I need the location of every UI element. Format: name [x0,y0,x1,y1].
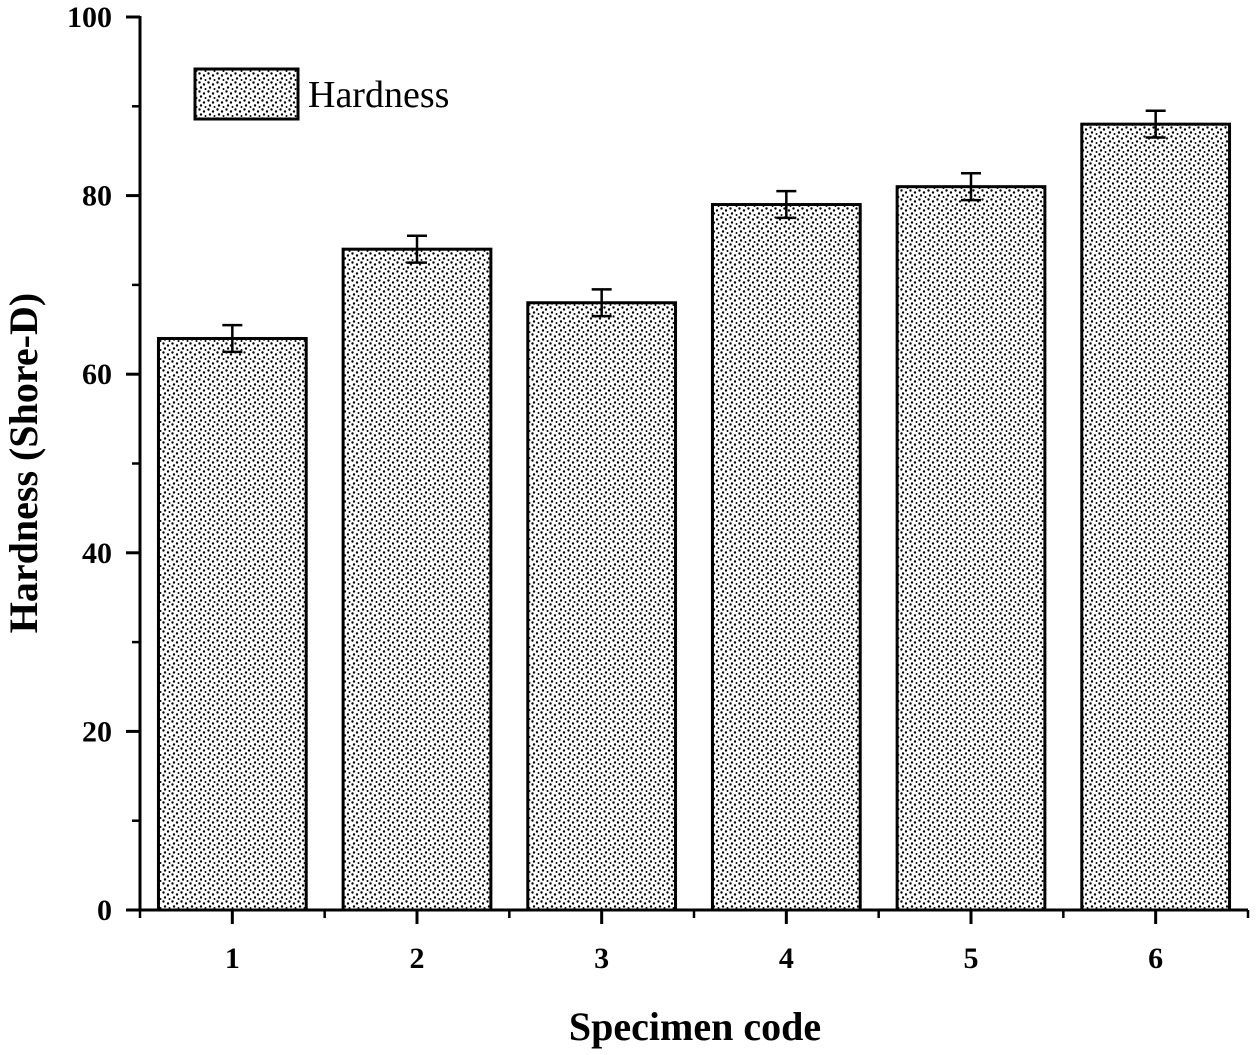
y-tick-label-60: 60 [82,358,112,391]
legend-label: Hardness [308,74,449,116]
x-tick-label-4: 4 [779,942,794,975]
y-tick-label-40: 40 [82,537,112,570]
y-tick-label-100: 100 [67,1,112,34]
legend-swatch [193,67,300,121]
x-tick-label-5: 5 [964,942,979,975]
bar-1 [156,336,308,912]
x-tick-label-2: 2 [410,942,425,975]
y-axis-title: Hardness (Shore-D) [1,293,46,633]
y-tick-label-0: 0 [97,894,112,927]
bar-3 [526,301,678,912]
bar-2 [341,247,493,912]
x-axis-title: Specimen code [569,1004,821,1049]
x-tick-label-1: 1 [225,942,240,975]
bar-4 [710,203,862,912]
plot-area: 0 20 40 60 80 100 1 2 3 4 5 6 [67,1,1250,975]
x-tick-label-6: 6 [1148,942,1163,975]
y-tick-label-80: 80 [82,180,112,213]
bar-5 [895,185,1047,912]
x-tick-label-3: 3 [594,942,609,975]
legend: Hardness [193,67,449,121]
bar-6 [1080,122,1232,912]
y-tick-label-20: 20 [82,715,112,748]
